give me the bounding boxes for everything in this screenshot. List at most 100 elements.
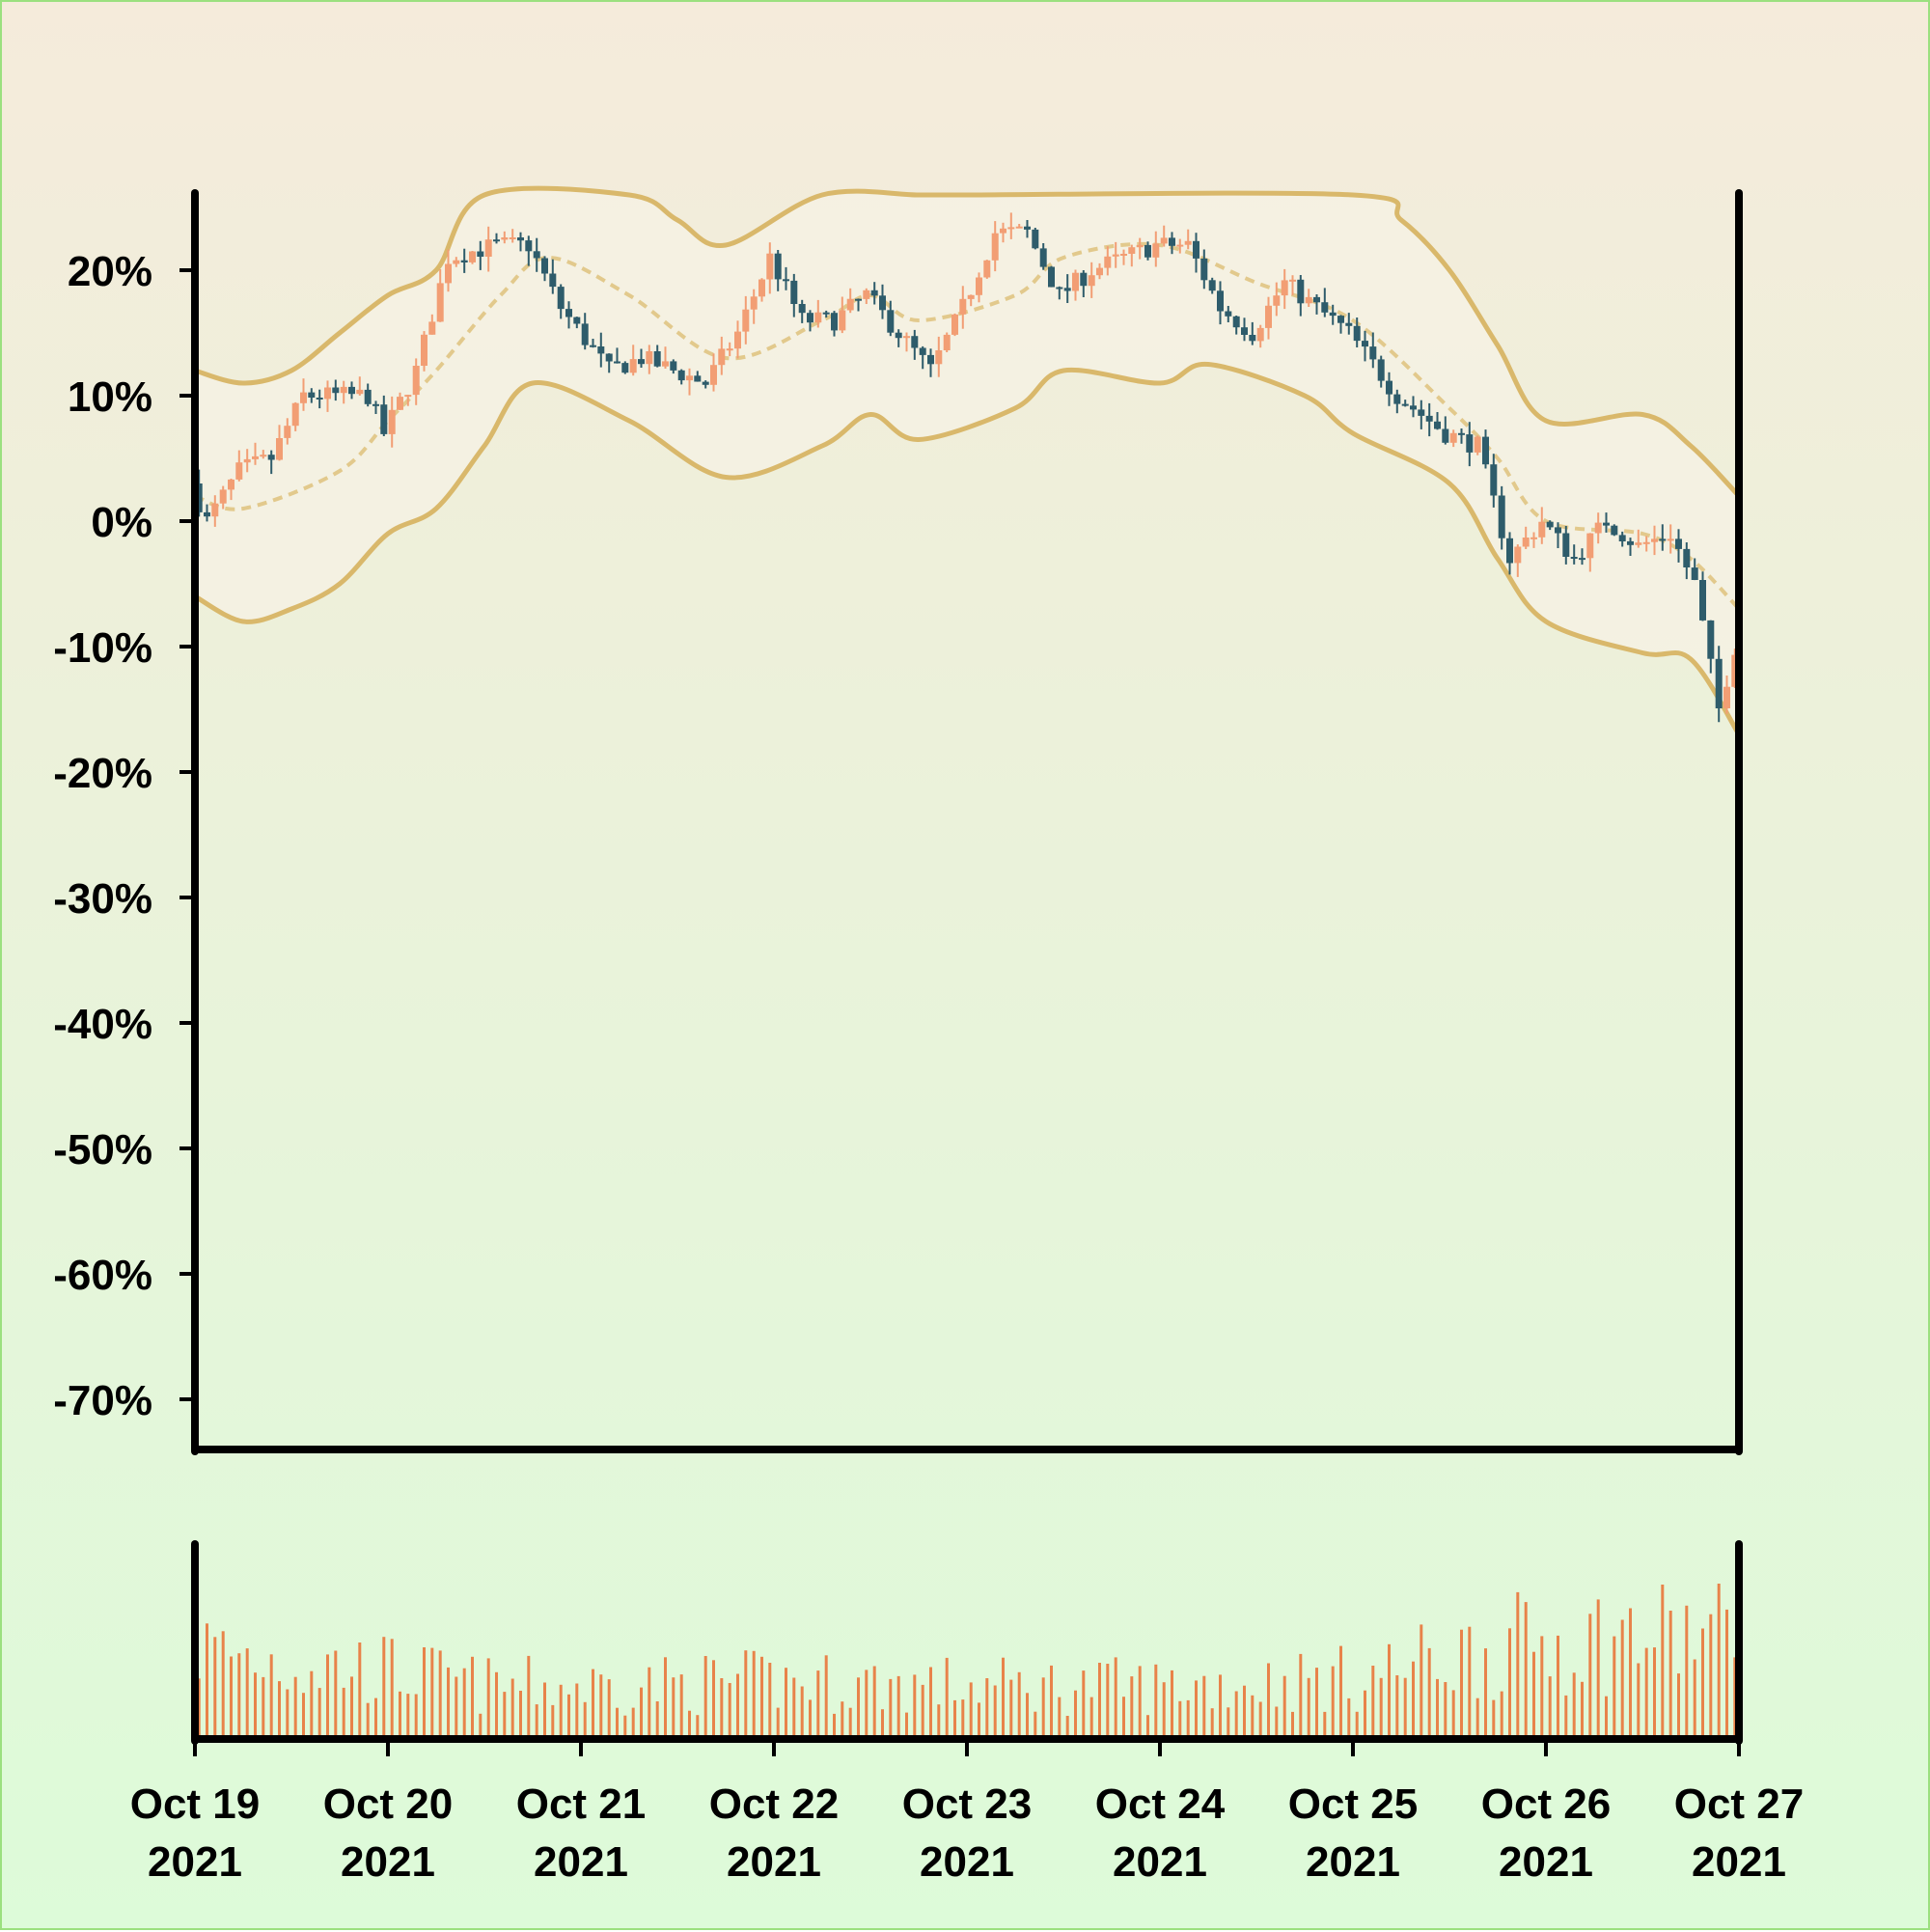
volume-bar [447, 1667, 450, 1739]
volume-bar [535, 1704, 538, 1739]
volume-bar [833, 1713, 836, 1739]
x-tick-label-date: Oct 23 [902, 1780, 1033, 1828]
volume-bar [1002, 1657, 1005, 1739]
volume-bar [406, 1694, 410, 1739]
candle-down [525, 240, 533, 252]
x-tick-label-date: Oct 20 [323, 1780, 454, 1828]
volume-bar [503, 1692, 507, 1739]
candle-up [814, 312, 822, 323]
volume-bar [953, 1699, 956, 1739]
x-tick-label-date: Oct 19 [130, 1780, 261, 1828]
candle-down [790, 280, 798, 304]
candle-up [1096, 267, 1103, 276]
candle-up [710, 365, 717, 385]
candle-down [1056, 287, 1063, 290]
candle-up [1273, 295, 1281, 306]
volume-bar [1629, 1608, 1632, 1739]
volume-bar [703, 1656, 707, 1739]
candle-up [404, 395, 412, 398]
volume-bar [1613, 1636, 1616, 1739]
volume-bar [1644, 1647, 1648, 1739]
x-tick-label-date: Oct 24 [1095, 1780, 1226, 1828]
candle-up [469, 251, 476, 262]
x-tick-label-date: Oct 27 [1674, 1780, 1805, 1828]
volume-bar [664, 1657, 667, 1739]
candle-down [1369, 346, 1377, 360]
candle-down [1337, 316, 1344, 323]
volume-bar [1267, 1663, 1270, 1739]
volume-bar [1026, 1693, 1029, 1739]
candle-down [1627, 540, 1634, 545]
candle-down [1225, 311, 1232, 317]
volume-bar [1709, 1614, 1713, 1739]
candle-down [493, 239, 500, 242]
volume-bar [841, 1701, 844, 1739]
volume-bar [913, 1674, 917, 1739]
volume-bar [1323, 1711, 1327, 1739]
y-tick-label: 20% [68, 248, 152, 295]
volume-bar [1427, 1647, 1431, 1739]
volume-bar [213, 1637, 217, 1739]
volume-bar [293, 1676, 297, 1739]
candle-down [1498, 495, 1505, 538]
candle-down [372, 403, 379, 406]
volume-bar [1034, 1711, 1037, 1739]
candle-up [1128, 247, 1136, 254]
candle-up [284, 426, 291, 438]
volume-bar [390, 1639, 394, 1739]
candle-down [1570, 557, 1578, 559]
volume-bar [237, 1653, 241, 1739]
volume-bar [736, 1673, 739, 1739]
candle-up [1594, 522, 1602, 534]
x-tick-label-year: 2021 [727, 1838, 821, 1886]
volume-bar [728, 1683, 731, 1739]
candle-down [1442, 428, 1449, 443]
candle-up [428, 321, 436, 335]
volume-bar [679, 1674, 683, 1739]
volume-bar [245, 1648, 249, 1739]
volume-bar [1195, 1680, 1198, 1739]
volume-bar [1371, 1666, 1375, 1739]
volume-bar [1596, 1599, 1600, 1739]
volume-bar [809, 1699, 812, 1739]
candle-down [533, 251, 540, 259]
x-tick-label-date: Oct 22 [709, 1780, 840, 1828]
candle-up [967, 294, 975, 299]
candle-down [1410, 405, 1417, 410]
volume-bar [1065, 1716, 1069, 1739]
candle-up [903, 336, 910, 339]
candle-up [291, 402, 299, 427]
x-tick-label-year: 2021 [1692, 1838, 1786, 1886]
volume-bar [278, 1681, 281, 1739]
candle-up [976, 277, 982, 295]
volume-bar [1171, 1670, 1173, 1739]
volume-bar [1620, 1619, 1624, 1739]
volume-bar [1388, 1643, 1391, 1739]
volume-bar [961, 1699, 965, 1739]
candle-down [1048, 266, 1055, 288]
candle-down [1353, 325, 1361, 342]
volume-bar [857, 1677, 860, 1739]
candle-up [1104, 256, 1112, 268]
y-tick-label: 0% [91, 499, 152, 546]
volume-bar [1379, 1677, 1383, 1739]
candle-down [1039, 248, 1047, 267]
volume-bar [1540, 1636, 1544, 1739]
volume-bar [1412, 1661, 1415, 1739]
candle-down [605, 353, 613, 362]
volume-bar [382, 1637, 386, 1739]
candle-down [1546, 521, 1554, 528]
candle-down [1611, 525, 1618, 536]
candle-down [1506, 538, 1513, 564]
candle-up [991, 233, 999, 261]
candle-down [1169, 237, 1175, 246]
candle-down [517, 237, 524, 241]
candle-down [927, 354, 934, 365]
candle-up [219, 489, 227, 504]
candle-down [573, 317, 581, 324]
volume-bar [1668, 1611, 1672, 1739]
volume-bar [1291, 1711, 1294, 1739]
candle-down [774, 253, 782, 280]
volume-bar [1219, 1674, 1222, 1739]
candle-down [1032, 229, 1039, 249]
